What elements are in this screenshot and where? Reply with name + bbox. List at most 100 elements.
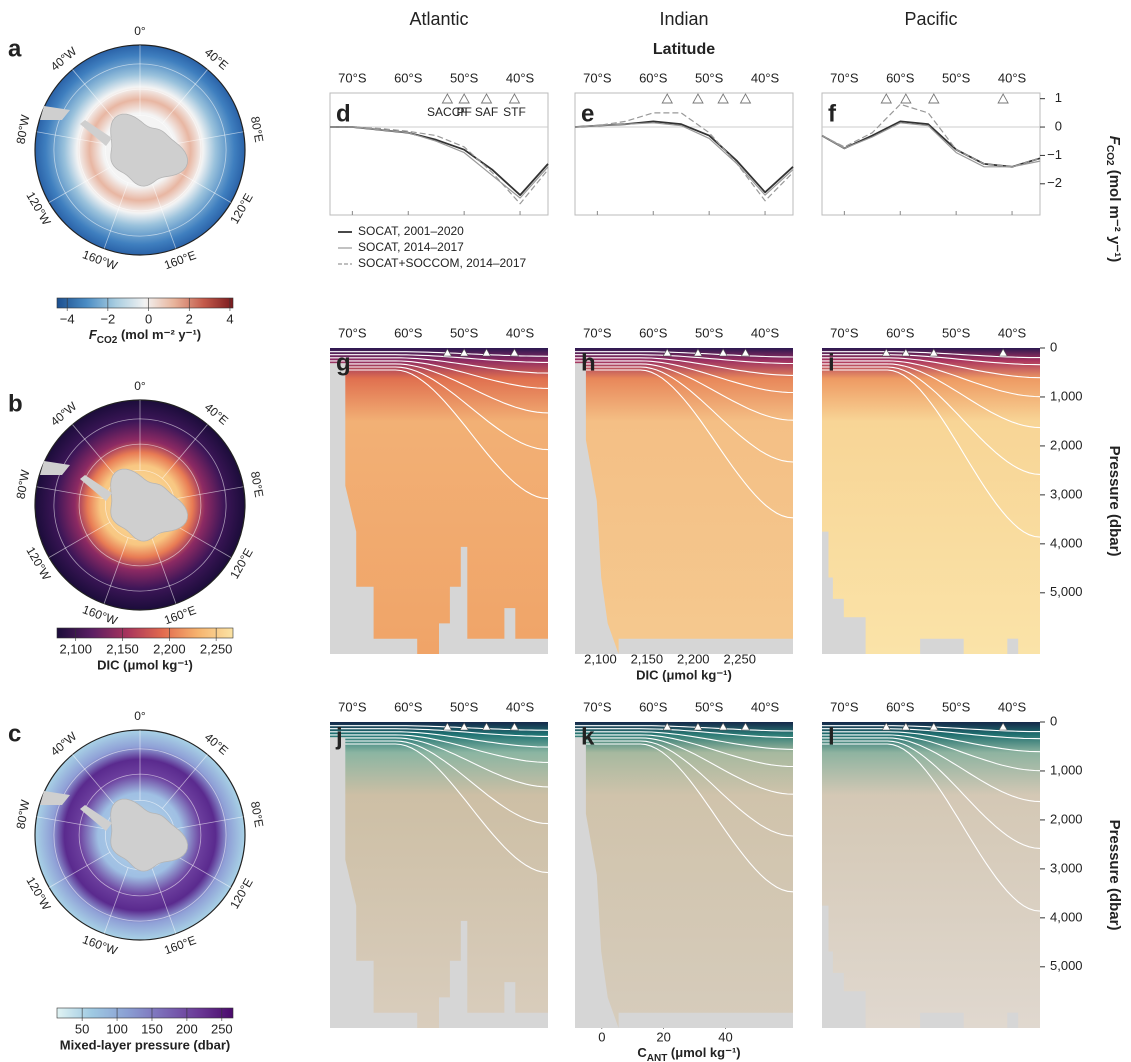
colorbar — [57, 628, 233, 638]
bathymetry — [920, 639, 964, 654]
longitude-label: 0° — [134, 24, 146, 38]
panel-letter: c — [8, 720, 21, 747]
label-part: ANT — [647, 1053, 668, 1062]
label-part: CO2 — [1104, 145, 1115, 166]
y-tick-label: 5,000 — [1050, 958, 1083, 973]
colorbar-tick-label: −4 — [60, 311, 75, 326]
x-tick-label: 60°S — [394, 70, 423, 85]
x-tick-label: 40°S — [998, 325, 1027, 340]
front-marker — [459, 94, 469, 103]
colorbar-tick-label: 100 — [106, 1021, 128, 1036]
panel-letter: g — [336, 349, 351, 376]
axis-title: Pressure (dbar) — [1106, 446, 1123, 557]
field — [822, 722, 1040, 1028]
x-tick-label: 50°S — [942, 699, 971, 714]
bathymetry — [920, 1013, 964, 1028]
x-tick-label: 60°S — [639, 699, 668, 714]
x-tick-label: 60°S — [394, 325, 423, 340]
colorbar-tick-label: 200 — [176, 1021, 198, 1036]
x-tick-label: 50°S — [450, 699, 479, 714]
x-tick-label: 60°S — [886, 70, 915, 85]
legend-label: SOCAT+SOCCOM, 2014–2017 — [358, 256, 527, 270]
x-tick-label: 50°S — [695, 70, 724, 85]
front-marker — [901, 94, 911, 103]
y-tick-label: 3,000 — [1050, 486, 1083, 501]
axis-title: Mixed-layer pressure (dbar) — [60, 1037, 231, 1052]
panel-letter: j — [335, 723, 343, 750]
front-marker — [693, 94, 703, 103]
x-tick-label: 70°S — [830, 325, 859, 340]
colorbar-tick-label: 2,100 — [59, 641, 92, 656]
label-part: (μmol kg⁻¹) — [667, 1045, 740, 1060]
x-tick-label: 70°S — [583, 325, 612, 340]
x-tick-label: 60°S — [394, 699, 423, 714]
colorbar-tick-label: 40 — [718, 1029, 732, 1044]
y-tick-label: 2,000 — [1050, 437, 1083, 452]
x-tick-label: 70°S — [338, 70, 367, 85]
axis-title: FCO2 (mol m⁻² y⁻¹) — [1104, 136, 1123, 262]
colorbar-tick-label: 4 — [226, 311, 233, 326]
longitude-label: 80°E — [248, 800, 266, 828]
colorbar-tick-label: 2 — [186, 311, 193, 326]
x-tick-label: 40°S — [998, 70, 1027, 85]
x-tick-label: 40°S — [506, 699, 535, 714]
panel-letter: d — [336, 100, 351, 127]
y-tick-label: −1 — [1047, 147, 1062, 162]
longitude-label: 80°W — [14, 113, 33, 145]
front-marker — [509, 94, 519, 103]
bathymetry — [619, 1013, 793, 1028]
longitude-label: 0° — [134, 379, 146, 393]
front-marker — [442, 94, 452, 103]
x-tick-label: 40°S — [506, 70, 535, 85]
x-tick-label: 70°S — [830, 70, 859, 85]
x-tick-label: 40°S — [751, 70, 780, 85]
colorbar — [57, 1008, 233, 1018]
panel-letter: i — [828, 349, 835, 376]
column-title: Indian — [659, 9, 708, 29]
x-tick-label: 50°S — [695, 325, 724, 340]
longitude-label: 80°W — [14, 798, 33, 830]
x-tick-label: 70°S — [338, 325, 367, 340]
panel-letter: l — [828, 723, 835, 750]
y-tick-label: 4,000 — [1050, 535, 1083, 550]
colorbar-tick-label: 250 — [211, 1021, 233, 1036]
front-marker — [482, 94, 492, 103]
y-tick-label: 1,000 — [1050, 388, 1083, 403]
column-title: Atlantic — [409, 9, 468, 29]
flux-line — [822, 123, 1040, 167]
flux-line — [575, 121, 793, 192]
flux-line — [822, 104, 1040, 167]
axis-title: CANT (μmol kg⁻¹) — [637, 1045, 740, 1062]
x-tick-label: 60°S — [639, 325, 668, 340]
legend-label: SOCAT, 2014–2017 — [358, 240, 464, 254]
axis-title: FCO2 (mol m⁻² y⁻¹) — [89, 327, 201, 345]
x-tick-label: 60°S — [639, 70, 668, 85]
x-tick-label: 60°S — [886, 325, 915, 340]
front-marker — [718, 94, 728, 103]
y-tick-label: 0 — [1050, 339, 1057, 354]
figure: Atlantic Indian Pacific Latitude −4−2024… — [0, 0, 1131, 1062]
x-tick-label: 50°S — [942, 70, 971, 85]
x-tick-label: 40°S — [751, 325, 780, 340]
legend-label: SOCAT, 2001–2020 — [358, 224, 464, 238]
colorbar-tick-label: 20 — [656, 1029, 670, 1044]
x-tick-label: 50°S — [695, 699, 724, 714]
y-tick-label: 1,000 — [1050, 762, 1083, 777]
bathymetry — [1007, 1013, 1018, 1028]
axis-title: DIC (μmol kg⁻¹) — [97, 657, 193, 672]
x-tick-label: 50°S — [942, 325, 971, 340]
front-marker — [929, 94, 939, 103]
x-tick-label: 50°S — [450, 70, 479, 85]
y-tick-label: 0 — [1055, 118, 1062, 133]
field — [822, 348, 1040, 654]
longitude-label: 80°E — [248, 470, 266, 498]
panel-letter: a — [8, 35, 22, 62]
colorbar-tick-label: 2,150 — [106, 641, 139, 656]
front-label: SAF — [475, 105, 498, 119]
y-tick-label: 2,000 — [1050, 811, 1083, 826]
label-part: (mol m⁻² y⁻¹) — [1106, 166, 1123, 263]
label-part: CO2 — [97, 335, 118, 346]
longitude-label: 80°E — [248, 115, 266, 143]
bathymetry — [1007, 639, 1018, 654]
column-title: Pacific — [904, 9, 957, 29]
